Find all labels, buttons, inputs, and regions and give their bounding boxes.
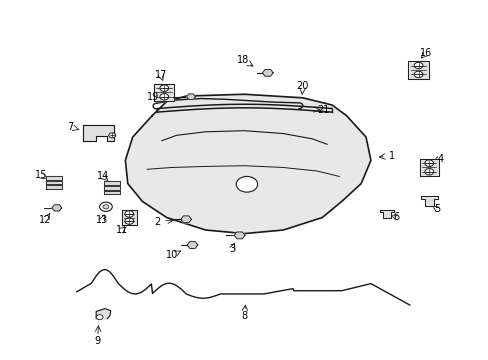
Polygon shape xyxy=(46,176,61,180)
Text: 4: 4 xyxy=(436,154,443,163)
Text: 11: 11 xyxy=(116,225,128,235)
Polygon shape xyxy=(52,205,61,211)
Text: 17: 17 xyxy=(154,70,167,80)
Circle shape xyxy=(413,71,422,78)
Circle shape xyxy=(424,160,433,166)
Text: 16: 16 xyxy=(419,48,431,58)
Text: 19: 19 xyxy=(147,92,159,102)
Circle shape xyxy=(100,202,112,211)
Circle shape xyxy=(124,218,133,224)
Circle shape xyxy=(160,85,168,91)
Text: 9: 9 xyxy=(94,337,101,346)
Polygon shape xyxy=(46,181,61,184)
Circle shape xyxy=(124,211,133,217)
Text: 7: 7 xyxy=(67,122,73,132)
Text: 20: 20 xyxy=(296,81,308,91)
Circle shape xyxy=(103,204,109,209)
Text: 8: 8 xyxy=(241,311,247,321)
Polygon shape xyxy=(125,94,370,234)
Polygon shape xyxy=(96,309,111,319)
Circle shape xyxy=(424,168,433,175)
Polygon shape xyxy=(83,125,114,141)
Polygon shape xyxy=(104,186,120,190)
Polygon shape xyxy=(104,191,120,194)
Circle shape xyxy=(96,315,103,320)
Circle shape xyxy=(413,62,422,69)
Text: 10: 10 xyxy=(166,250,178,260)
Circle shape xyxy=(109,133,116,138)
Polygon shape xyxy=(181,216,191,223)
Text: 6: 6 xyxy=(392,212,398,222)
Circle shape xyxy=(236,176,257,192)
Circle shape xyxy=(160,94,168,100)
Text: 13: 13 xyxy=(96,215,108,225)
Polygon shape xyxy=(234,232,244,239)
Polygon shape xyxy=(104,181,120,185)
Polygon shape xyxy=(379,210,393,218)
Text: 12: 12 xyxy=(39,215,51,225)
Polygon shape xyxy=(419,159,438,176)
Text: 1: 1 xyxy=(388,151,394,161)
Polygon shape xyxy=(46,185,61,189)
Text: 18: 18 xyxy=(237,55,249,65)
Polygon shape xyxy=(262,69,273,76)
Polygon shape xyxy=(154,84,174,101)
Polygon shape xyxy=(186,94,195,100)
Text: 3: 3 xyxy=(229,244,235,253)
Text: 21: 21 xyxy=(316,105,329,115)
Polygon shape xyxy=(407,61,428,79)
Text: 2: 2 xyxy=(154,217,160,227)
Text: 15: 15 xyxy=(35,170,47,180)
Polygon shape xyxy=(122,210,136,225)
Text: 14: 14 xyxy=(97,171,109,181)
Polygon shape xyxy=(187,242,198,248)
Polygon shape xyxy=(420,197,437,206)
Text: 5: 5 xyxy=(433,204,440,214)
